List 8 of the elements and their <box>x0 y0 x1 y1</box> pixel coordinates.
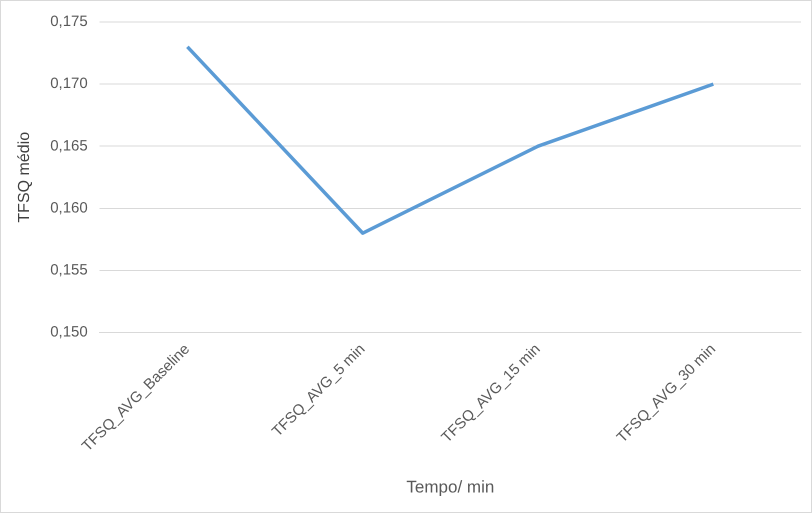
x-axis-title: Tempo/ min <box>406 477 494 496</box>
y-tick-label: 0,150 <box>50 324 88 341</box>
y-tick-label: 0,165 <box>50 137 88 154</box>
y-tick-label: 0,155 <box>50 262 88 279</box>
y-tick-label: 0,170 <box>50 75 88 92</box>
y-axis-title: TFSQ médio <box>16 132 34 223</box>
y-tick-label: 0,175 <box>50 13 88 30</box>
y-tick-label: 0,160 <box>50 199 88 216</box>
